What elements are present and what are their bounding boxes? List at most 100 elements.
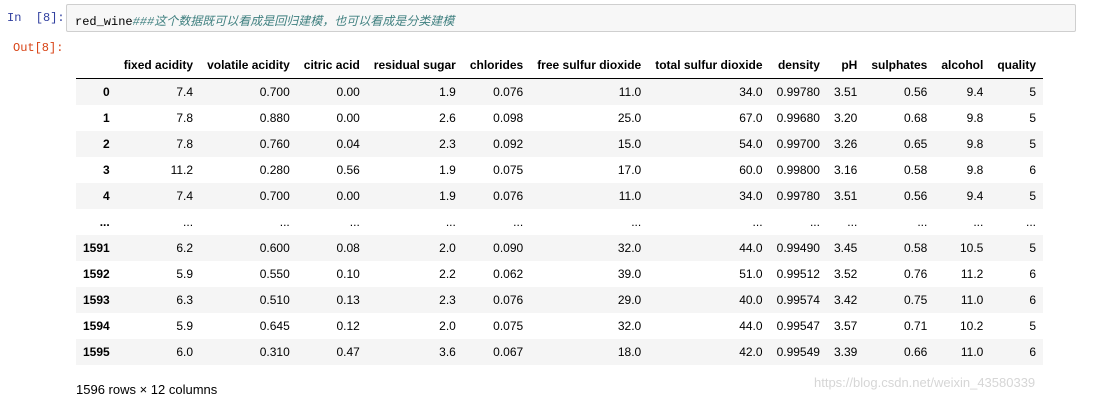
table-cell: ... [631,215,642,229]
column-header: density [769,52,827,79]
table-cell: 0.56 [903,189,928,203]
table-cell: 1.9 [439,85,456,99]
table-cell: 0.13 [336,293,360,307]
table-cell: 44.0 [739,319,763,333]
table-cell: 17.0 [617,163,642,177]
table-cell: ... [513,215,524,229]
table-cell: 0.99680 [776,111,820,125]
table-cell: 0.880 [259,111,290,125]
table-cell: 0.092 [493,137,524,151]
table-cell: 3.51 [833,85,858,99]
dataframe-table: fixed acidity volatile acidity citric acid… [76,52,1044,365]
table-cell: 0.99490 [776,241,820,255]
code-cell[interactable]: red_wine###这个数据既可以看成是回归建模，也可以看成是分类建模 [66,4,1076,32]
table-cell: 54.0 [739,137,763,151]
table-cell: 9.4 [966,189,984,203]
table-cell: 0.076 [493,189,524,203]
row-index: 1593 [83,293,110,307]
table-cell: 0.700 [259,189,290,203]
code-variable: red_wine [75,15,133,29]
table-cell: ... [973,215,984,229]
table-row: 0 7.4 0.700 0.00 1.9 0.076 11.0 34.0 0.99780 3.51… [76,78,1044,105]
table-row: 1592 5.9 0.550 0.10 2.2 0.062 39.0 51.0 0.99512 3… [76,261,1044,287]
table-cell: 34.0 [739,189,763,203]
table-cell: 6 [1029,345,1037,359]
row-index: 1592 [83,267,110,281]
column-header: citric acid [296,52,367,79]
table-cell: 0.58 [903,241,928,255]
table-cell: 3.16 [833,163,858,177]
table-cell: 0.062 [493,267,524,281]
table-cell: 0.075 [493,319,524,333]
table-cell: 11.2 [960,267,984,281]
row-index: 1595 [83,345,110,359]
table-cell: 10.5 [959,241,984,255]
table-cell: 6 [1029,267,1037,281]
table-cell: 7.8 [176,111,194,125]
table-cell: 42.0 [739,345,763,359]
row-index: 1594 [83,319,110,333]
table-cell: 7.4 [176,85,194,99]
table-cell: 0.99800 [776,163,820,177]
table-cell: 5 [1029,319,1037,333]
table-row: 1595 6.0 0.310 0.47 3.6 0.067 18.0 42.0 0.99549 3… [76,339,1044,365]
row-index: 1 [103,111,110,125]
table-cell: 2.6 [439,111,456,125]
index-header [76,52,117,79]
table-cell: ... [445,215,456,229]
table-cell: 0.65 [903,137,928,151]
code-line: red_wine###这个数据既可以看成是回归建模，也可以看成是分类建模 [75,12,454,29]
table-cell: ... [917,215,928,229]
table-cell: 2.3 [439,293,456,307]
table-cell: 0.04 [336,137,360,151]
table-cell: ... [183,215,194,229]
table-cell: 2.0 [439,319,456,333]
column-header: quality [990,52,1044,79]
table-cell: 6 [1029,293,1037,307]
table-cell: ... [1026,215,1037,229]
table-cell: 67.0 [739,111,763,125]
table-cell: 11.0 [960,293,984,307]
table-cell: 44.0 [739,241,763,255]
table-cell: 3.45 [833,241,858,255]
table-cell: 0.098 [493,111,524,125]
table-cell: 5.9 [176,267,194,281]
row-index: 3 [103,163,110,177]
table-cell: 2.2 [439,267,456,281]
table-cell: 2.3 [439,137,456,151]
table-cell: 0.510 [259,293,290,307]
row-index: 4 [103,189,110,203]
table-cell: 3.6 [439,345,456,359]
table-cell: 5 [1029,189,1037,203]
table-cell: 39.0 [617,267,642,281]
table-cell: 32.0 [617,241,642,255]
row-index: ... [99,215,110,229]
table-cell: 0.12 [336,319,360,333]
table-cell: 34.0 [739,85,763,99]
output-prompt: Out[8]: [13,41,64,55]
table-cell: 0.090 [493,241,524,255]
table-cell: 5 [1029,111,1037,125]
table-cell: 7.4 [176,189,194,203]
table-cell: 29.0 [617,293,642,307]
table-cell: 7.8 [176,137,194,151]
column-header: pH [826,52,865,79]
table-cell: 0.076 [493,293,524,307]
table-cell: 0.75 [903,293,928,307]
table-cell: 0.00 [336,189,360,203]
table-cell: 6 [1029,163,1037,177]
table-cell: 5 [1029,241,1037,255]
table-row: 1594 5.9 0.645 0.12 2.0 0.075 32.0 44.0 0.99547 3… [76,313,1044,339]
table-cell: 6.2 [176,241,194,255]
table-cell: 0.700 [259,85,290,99]
table-cell: 0.47 [336,345,360,359]
column-header: volatile acidity [200,52,297,79]
table-cell: 10.2 [959,319,984,333]
column-header: fixed acidity [116,52,201,79]
table-cell: 0.99512 [776,267,820,281]
table-cell: 2.0 [439,241,456,255]
watermark: https://blog.csdn.net/weixin_43580339 [814,375,1036,390]
table-cell: ... [809,215,820,229]
table-cell: 0.280 [259,163,290,177]
table-row: 3 11.2 0.280 0.56 1.9 0.075 17.0 60.0 0.99800 3.1… [76,157,1044,183]
